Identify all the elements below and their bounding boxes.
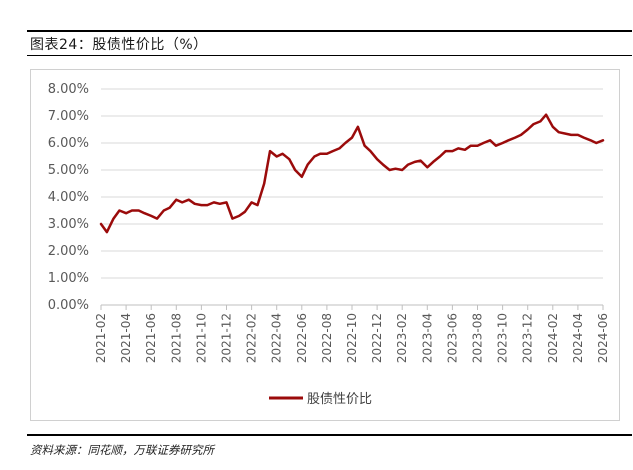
y-tick-label: 2.00% (48, 244, 89, 259)
line-chart: 0.00% 1.00% 2.00% 3.00% 4.00% 5.00% 6.00% 7.00%… (48, 82, 610, 407)
x-tick-label: 2024-02 (546, 313, 560, 363)
y-tick-label: 4.00% (48, 190, 89, 205)
x-tick-label: 2021-12 (220, 313, 234, 363)
x-tick-label: 2024-04 (571, 313, 585, 363)
x-tick-label: 2023-10 (496, 313, 510, 363)
figure-title: 图表24：股债性价比（%） (30, 37, 208, 53)
legend-label: 股债性价比 (307, 392, 372, 407)
x-tick-label: 2021-06 (144, 313, 158, 363)
x-tick-label: 2023-08 (471, 313, 485, 363)
x-tick-label: 2023-06 (445, 313, 459, 363)
y-tick-label: 8.00% (48, 82, 89, 97)
series-line (99, 113, 605, 234)
x-tick-label: 2023-04 (420, 313, 434, 363)
x-tick-label: 2022-04 (270, 313, 284, 363)
source-rule (27, 434, 632, 436)
x-tick-label: 2021-02 (94, 313, 108, 363)
x-tick-label: 2023-02 (395, 313, 409, 363)
x-tick-label: 2021-10 (194, 313, 208, 363)
title-bottom-rule (27, 55, 632, 56)
x-tick-label: 2022-06 (295, 313, 309, 363)
chart-frame: 0.00% 1.00% 2.00% 3.00% 4.00% 5.00% 6.00% 7.00%… (30, 69, 620, 421)
y-tick-label: 7.00% (48, 109, 89, 124)
y-tick-label: 3.00% (48, 217, 89, 232)
y-tick-label: 1.00% (48, 271, 89, 286)
title-top-rule (27, 30, 632, 32)
x-tick-label: 2022-10 (345, 313, 359, 363)
y-tick-label: 5.00% (48, 163, 89, 178)
x-tick-label: 2023-12 (521, 313, 535, 363)
x-tick-label: 2021-04 (119, 313, 133, 363)
x-tick-label: 2022-08 (320, 313, 334, 363)
x-tick-label: 2021-08 (169, 313, 183, 363)
x-tick-label: 2022-02 (245, 313, 259, 363)
y-tick-label: 0.00% (48, 298, 89, 313)
y-tick-label: 6.00% (48, 136, 89, 151)
x-tick-label: 2024-06 (596, 313, 610, 363)
source-note: 资料来源：同花顺，万联证券研究所 (30, 443, 214, 457)
x-tick-label: 2022-12 (370, 313, 384, 363)
